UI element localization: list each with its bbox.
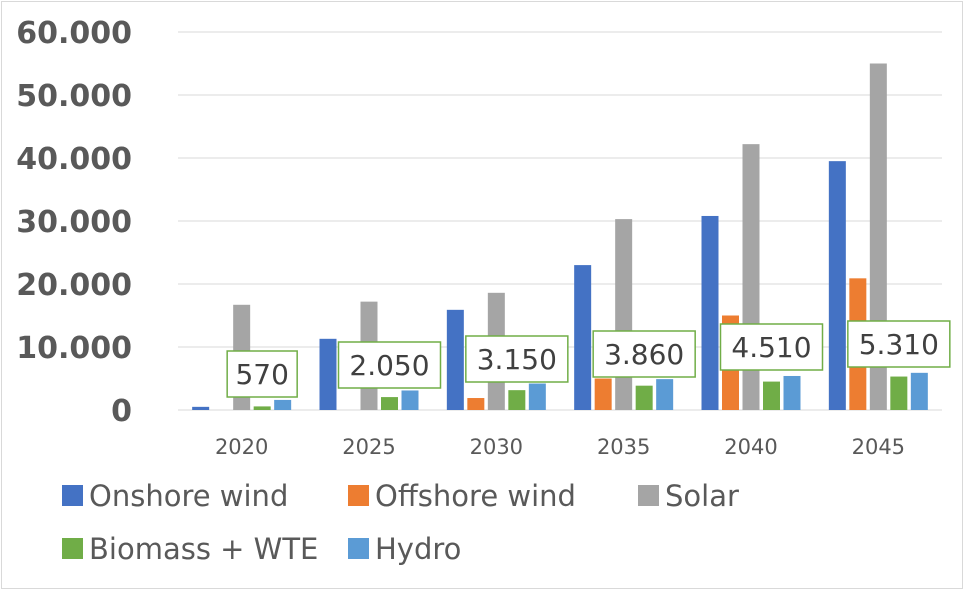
data-label: 2.050 — [349, 349, 429, 382]
bar — [763, 381, 780, 410]
x-tick-label: 2030 — [470, 435, 523, 459]
data-label: 5.310 — [859, 328, 939, 361]
bar — [528, 383, 546, 410]
y-tick-label: 50.000 — [16, 79, 132, 114]
y-tick-label: 10.000 — [16, 331, 132, 366]
bar — [274, 399, 292, 410]
x-tick-label: 2040 — [724, 435, 777, 459]
bar — [615, 219, 633, 410]
x-tick-label: 2020 — [215, 435, 268, 459]
data-label-box — [226, 350, 298, 398]
x-tick-label: 2035 — [597, 435, 650, 459]
data-label: 3.860 — [604, 338, 684, 371]
data-labels: 570 2.050 3.150 3.860 4.510 5.310 — [226, 320, 951, 398]
legend-label: Biomass + WTE — [89, 532, 318, 566]
data-label-box — [592, 330, 696, 378]
legend-label: Onshore wind — [89, 479, 288, 513]
legend-label: Hydro — [375, 532, 461, 566]
data-label-box — [337, 341, 442, 389]
y-tick-label: 60.000 — [16, 16, 132, 51]
x-axis-labels: 2020 2025 2030 2035 2040 2045 — [215, 435, 905, 459]
bar — [253, 406, 271, 410]
y-tick-label: 0 — [111, 394, 132, 429]
bar — [890, 376, 908, 410]
bar — [828, 161, 846, 410]
y-tick-label: 30.000 — [16, 205, 132, 240]
bar — [446, 309, 464, 410]
data-label-box — [847, 320, 951, 368]
legend-swatch — [638, 485, 659, 506]
legend-swatch — [348, 485, 369, 506]
x-tick-label: 2025 — [342, 435, 395, 459]
bar — [508, 390, 526, 410]
bar — [910, 372, 928, 410]
bar — [594, 378, 612, 410]
data-label: 4.510 — [731, 331, 811, 364]
y-axis-labels: 0 10.000 20.000 30.000 40.000 50.000 60.000 — [16, 16, 132, 429]
legend-label: Offshore wind — [375, 479, 576, 513]
legend: Onshore wind Offshore wind Solar Biomass + … — [62, 479, 739, 566]
bar — [656, 379, 674, 410]
legend-swatch — [62, 538, 83, 559]
data-label: 3.150 — [477, 343, 557, 376]
bar — [701, 215, 719, 410]
x-tick-label: 2045 — [852, 435, 905, 459]
legend-swatch — [62, 485, 83, 506]
legend-swatch — [348, 538, 369, 559]
data-label: 570 — [235, 358, 288, 391]
data-label-box — [465, 335, 569, 383]
data-label-box — [719, 323, 824, 371]
bar — [467, 398, 485, 410]
bar — [574, 265, 592, 410]
bar — [381, 397, 398, 410]
bar — [401, 390, 419, 410]
y-tick-label: 40.000 — [16, 142, 132, 177]
legend-label: Solar — [665, 479, 739, 513]
bar — [192, 406, 210, 410]
bar — [635, 385, 653, 410]
bar — [783, 375, 801, 410]
y-tick-label: 20.000 — [16, 268, 132, 303]
bar — [319, 338, 337, 410]
